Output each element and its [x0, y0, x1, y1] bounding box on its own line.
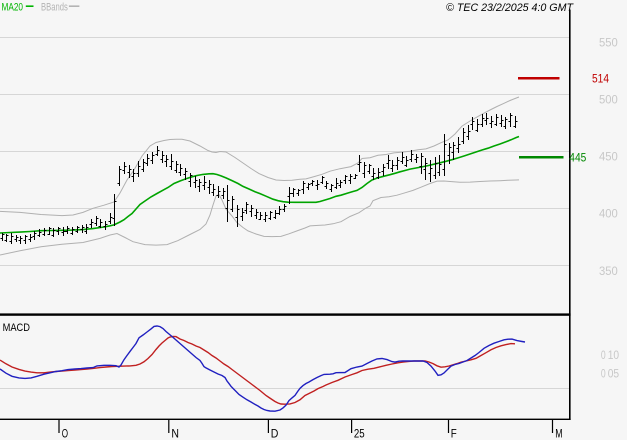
- svg-text:05: 05: [608, 367, 620, 381]
- svg-text:550: 550: [599, 35, 618, 49]
- svg-text:350: 350: [599, 264, 618, 278]
- svg-text:© TEC 23/2/2025 4:0 GMT: © TEC 23/2/2025 4:0 GMT: [446, 2, 574, 14]
- svg-text:D: D: [271, 426, 279, 440]
- svg-text:450: 450: [599, 150, 618, 164]
- svg-text:N: N: [171, 426, 179, 440]
- svg-text:MA20: MA20: [2, 1, 24, 13]
- svg-text:400: 400: [599, 206, 618, 220]
- svg-text:514: 514: [592, 72, 609, 86]
- svg-text:BBands: BBands: [41, 1, 68, 13]
- svg-text:0: 0: [601, 348, 606, 362]
- svg-text:MACD: MACD: [3, 322, 30, 334]
- svg-text:25: 25: [354, 426, 365, 440]
- svg-text:F: F: [451, 426, 457, 440]
- svg-text:M: M: [555, 426, 562, 440]
- svg-text:500: 500: [599, 93, 618, 107]
- svg-text:O: O: [62, 426, 68, 440]
- svg-text:0: 0: [601, 367, 606, 381]
- svg-text:10: 10: [608, 348, 620, 362]
- svg-text:445: 445: [569, 151, 586, 165]
